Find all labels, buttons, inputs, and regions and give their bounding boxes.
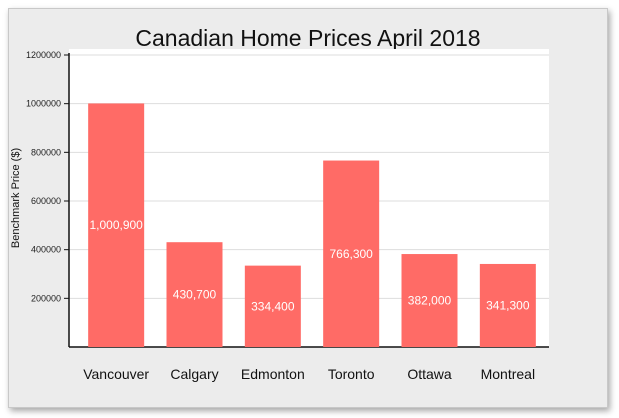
bar-edmonton xyxy=(244,265,301,347)
x-tick-label: Edmonton xyxy=(241,366,305,382)
x-tick-label: Toronto xyxy=(328,366,375,382)
value-label: 766,300 xyxy=(329,247,373,261)
y-tick-label: 400000 xyxy=(31,245,61,255)
y-tick-label: 200000 xyxy=(31,293,61,303)
bar-vancouver xyxy=(88,103,145,348)
value-label: 334,400 xyxy=(251,299,295,313)
value-label: 382,000 xyxy=(408,294,452,308)
x-tick-label: Vancouver xyxy=(83,366,149,382)
value-label: 430,700 xyxy=(173,288,217,302)
bar-calgary xyxy=(166,242,223,347)
y-tick-label: 1000000 xyxy=(26,99,61,109)
chart-card: Canadian Home Prices April 2018 200000 40… xyxy=(8,8,608,408)
bar-toronto xyxy=(323,160,380,347)
y-axis-label: Benchmark Price ($) xyxy=(10,148,22,248)
value-label: 1,000,900 xyxy=(89,218,143,232)
x-tick-label: Montreal xyxy=(481,366,535,382)
bar-ottawa xyxy=(401,254,458,347)
plot-area xyxy=(69,49,549,347)
y-tick-label: 600000 xyxy=(31,196,61,206)
y-tick-label: 1200000 xyxy=(26,50,61,60)
bar-chart: 200000 400000 600000 800000 1000000 1200000 Be… xyxy=(10,49,549,382)
value-label: 341,300 xyxy=(486,298,530,312)
x-tick-label: Calgary xyxy=(170,366,218,382)
bar-montreal xyxy=(479,263,536,347)
x-tick-label: Ottawa xyxy=(407,366,452,382)
y-tick-label: 800000 xyxy=(31,147,61,157)
chart-title: Canadian Home Prices April 2018 xyxy=(135,25,481,51)
